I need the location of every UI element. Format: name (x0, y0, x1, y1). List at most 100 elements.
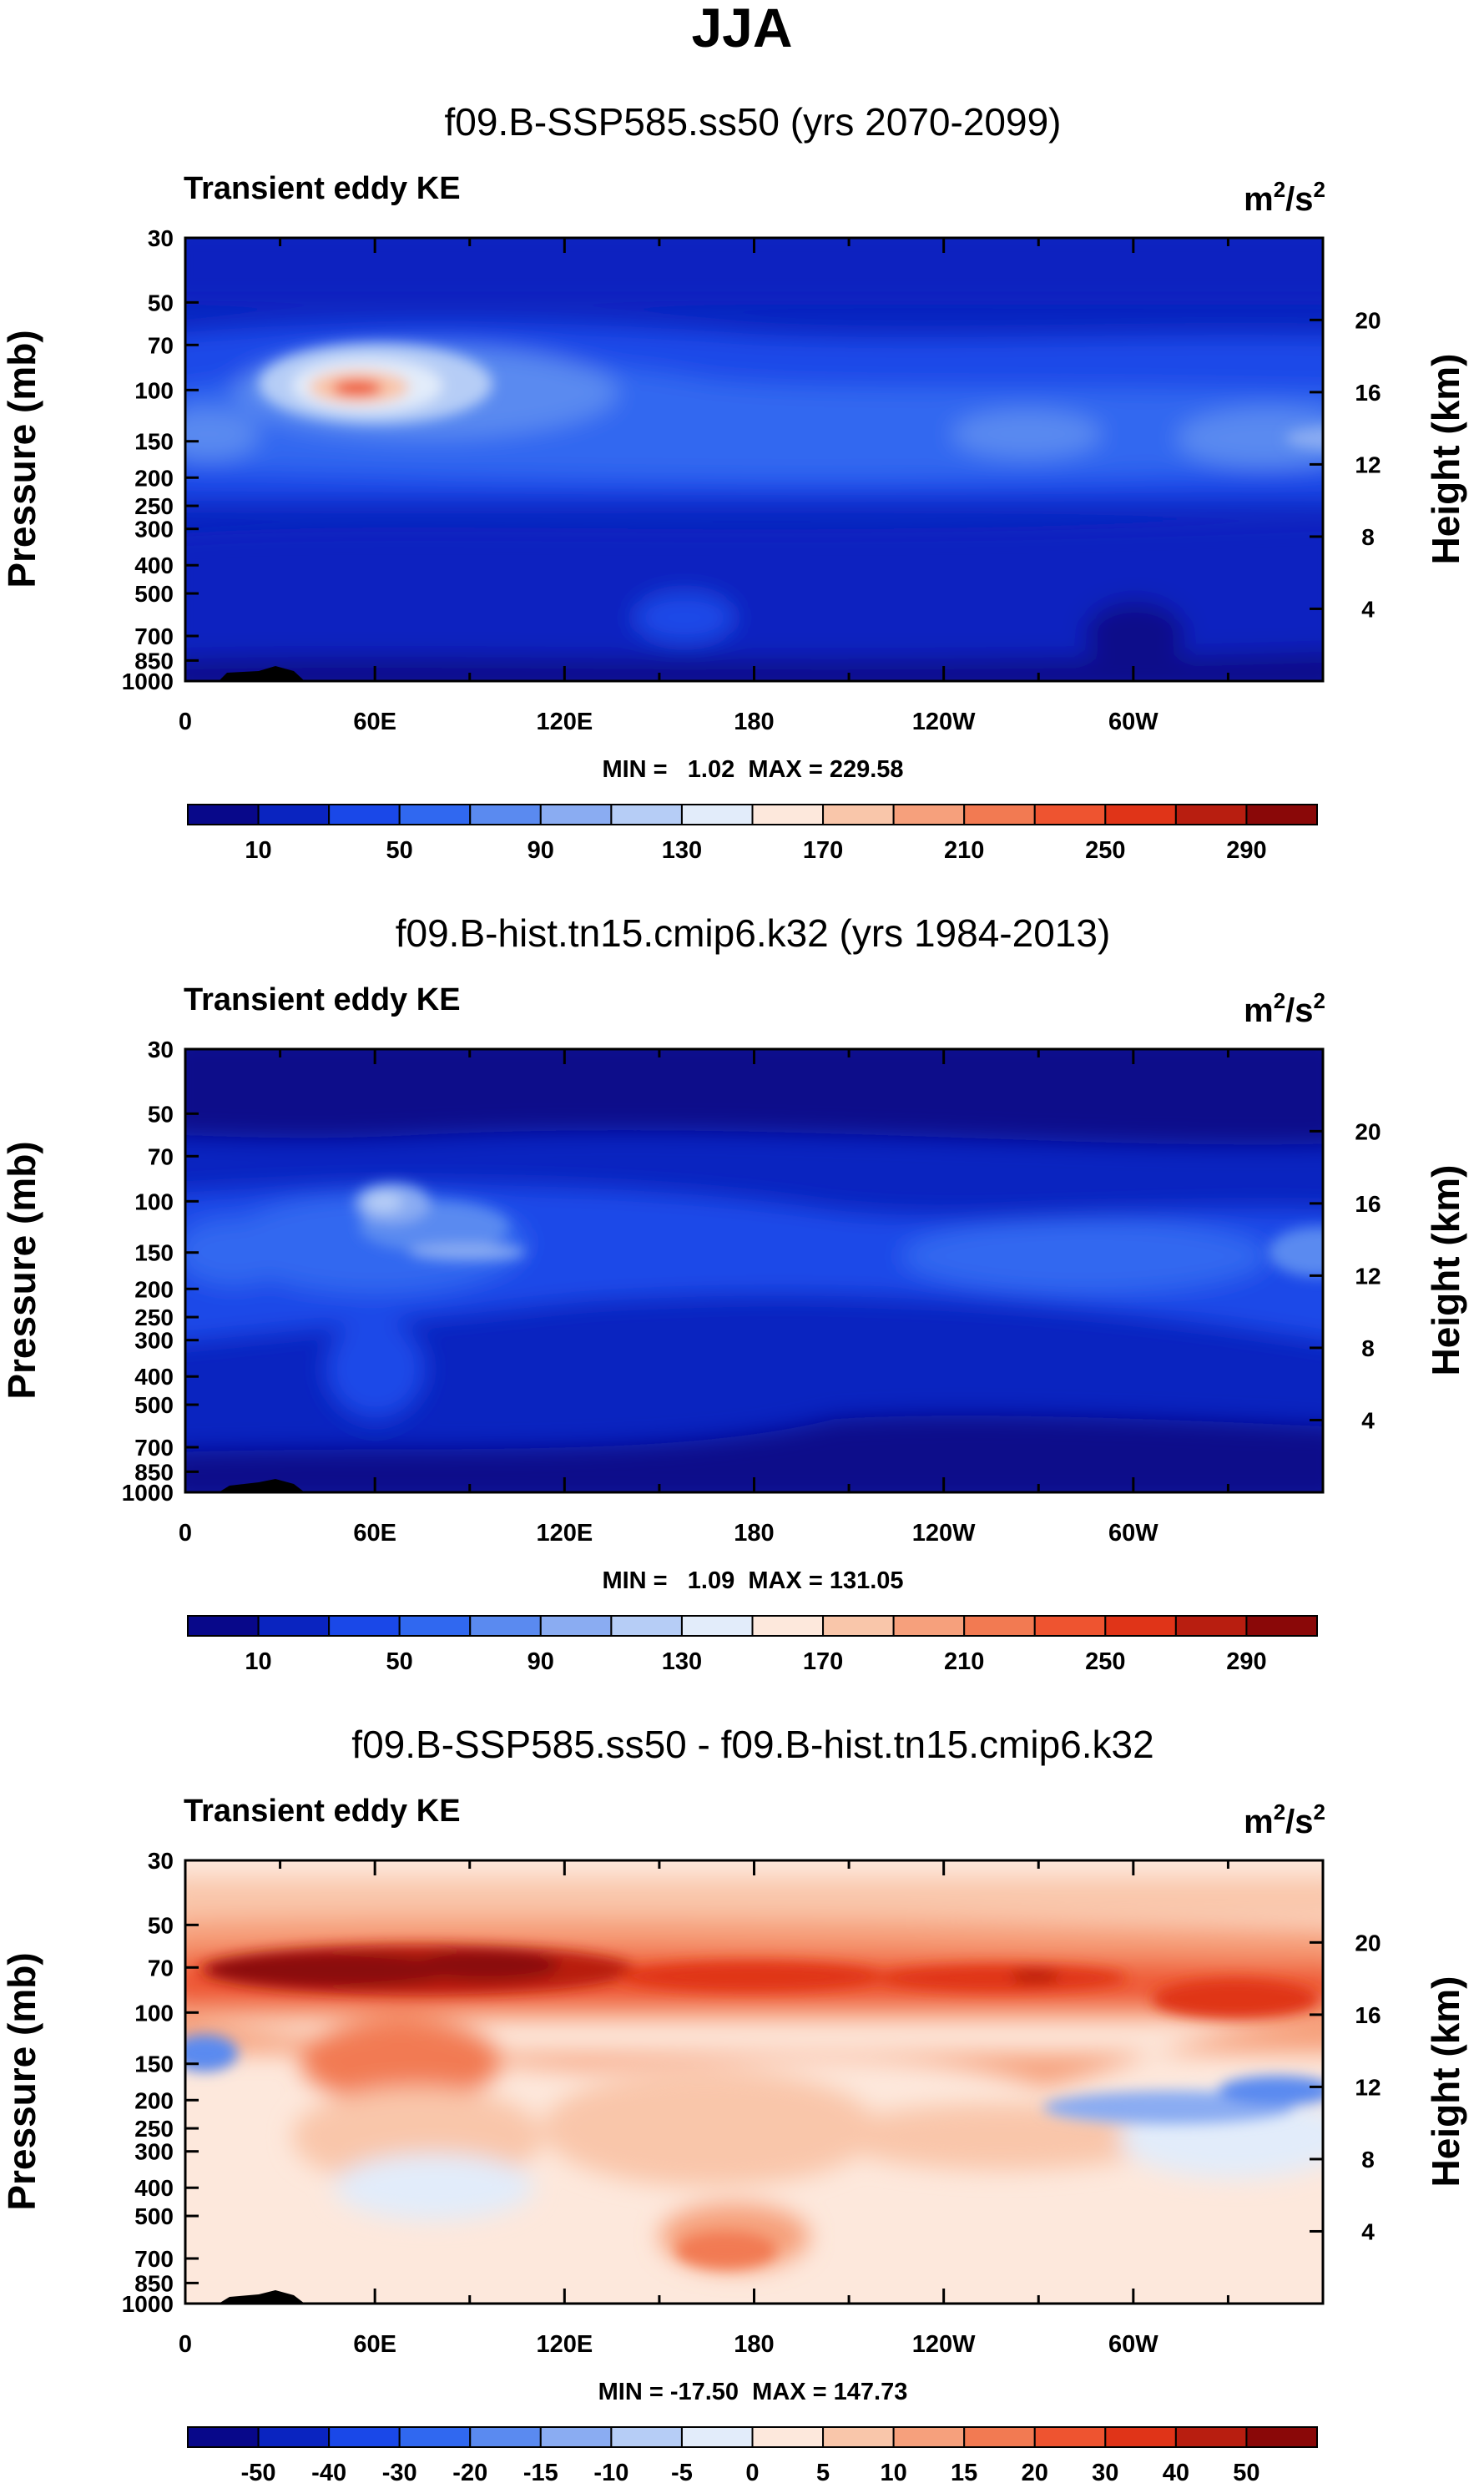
colorbar-label: 50 (1233, 2460, 1259, 2483)
ytick-right-label: 8 (1361, 1335, 1375, 1361)
colorbar-segment (822, 804, 895, 825)
ytick-label: 150 (134, 1240, 174, 1266)
colorbar-segment (680, 2426, 754, 2448)
colorbar-segment (1104, 1615, 1177, 1637)
panel-2-colorbar: 10 50 90 130 170 210 250 290 (187, 1615, 1318, 1675)
ytick-right-label: 8 (1361, 2147, 1375, 2173)
ytick-right-label: 4 (1361, 1407, 1375, 1433)
panel-3-field (185, 1860, 1323, 2304)
colorbar-segment (257, 2426, 331, 2448)
ytick-label: 200 (134, 2087, 174, 2113)
colorbar-label: 130 (662, 1648, 702, 1675)
colorbar-segment (328, 1615, 401, 1637)
xtick-label: 120W (912, 709, 976, 735)
xtick-label: 180 (734, 709, 774, 735)
ytick-label: 400 (134, 1364, 174, 1390)
panel-1-xaxis: 0 60E 120E 180 120W 60W (179, 238, 1325, 735)
colorbar-segment (680, 1615, 754, 1637)
ytick-label: 400 (134, 2175, 174, 2201)
ytick-label: 200 (134, 1276, 174, 1302)
colorbar-label: -20 (452, 2460, 487, 2483)
colorbar-segment (398, 1615, 472, 1637)
panel-2: f09.B-hist.tn15.cmip6.k32 (yrs 1984-2013… (0, 911, 1467, 1675)
colorbar-segment (610, 804, 683, 825)
colorbar-segment (187, 2426, 260, 2448)
panel-2-units: m2/s2 (1244, 988, 1325, 1029)
colorbar-segment (1033, 2426, 1107, 2448)
ytick-label: 50 (148, 1912, 174, 1938)
ytick-right-label: 16 (1355, 2002, 1381, 2028)
colorbar-segment (1174, 2426, 1248, 2448)
xtick-label: 60W (1108, 2331, 1158, 2358)
panel-2-xaxis: 0 60E 120E 180 120W 60W (179, 1049, 1325, 1547)
colorbar-segment (963, 2426, 1036, 2448)
ytick-right-label: 4 (1361, 2218, 1375, 2244)
colorbar-segment (187, 804, 260, 825)
ytick-label: 300 (134, 517, 174, 543)
colorbar-label: 30 (1092, 2460, 1118, 2483)
xtick-label: 0 (179, 2331, 192, 2358)
colorbar-label: 50 (386, 1648, 413, 1675)
panel-3-label-left: Transient eddy KE (184, 1794, 461, 1829)
colorbar-label: 170 (803, 1648, 843, 1675)
ytick-label: 500 (134, 1392, 174, 1418)
colorbar-label: 20 (1022, 2460, 1048, 2483)
colorbar-segment (1174, 804, 1248, 825)
colorbar-segment (398, 2426, 472, 2448)
colorbar-label: -10 (593, 2460, 628, 2483)
colorbar-label: 290 (1226, 837, 1266, 864)
colorbar-label: 10 (245, 837, 271, 864)
panel-1-title: f09.B-SSP585.ss50 (yrs 2070-2099) (445, 100, 1062, 144)
colorbar-segment (1245, 1615, 1318, 1637)
ytick-label: 700 (134, 1435, 174, 1461)
colorbar-segment (539, 804, 613, 825)
ytick-right-label: 4 (1361, 596, 1375, 622)
ytick-label: 1000 (122, 1480, 174, 1506)
colorbar-segment (257, 1615, 331, 1637)
colorbar-segment (822, 2426, 895, 2448)
colorbar-segment (1174, 1615, 1248, 1637)
colorbar-segment (892, 1615, 966, 1637)
ytick-right-label: 12 (1355, 1263, 1381, 1289)
colorbar-segment (680, 804, 754, 825)
xtick-label: 180 (734, 2331, 774, 2358)
colorbar-label: 50 (386, 837, 413, 864)
xtick-label: 0 (179, 1520, 192, 1547)
ytick-right-label: 12 (1355, 452, 1381, 477)
panel-3-ylabel-right: Height (km) (1424, 1976, 1467, 2188)
ytick-label: 1000 (122, 669, 174, 694)
ytick-label: 100 (134, 2000, 174, 2026)
colorbar-segment (469, 2426, 542, 2448)
panel-1: f09.B-SSP585.ss50 (yrs 2070-2099) Transi… (0, 100, 1467, 864)
colorbar-segment (963, 804, 1036, 825)
colorbar-segment (963, 1615, 1036, 1637)
ytick-label: 850 (134, 2270, 174, 2296)
colorbar-segment (1033, 1615, 1107, 1637)
colorbar-segment (328, 804, 401, 825)
ytick-label: 1000 (122, 2291, 174, 2317)
panel-1-units: m2/s2 (1244, 177, 1325, 218)
colorbar-label: 5 (816, 2460, 830, 2483)
ytick-label: 700 (134, 2246, 174, 2272)
xtick-label: 60E (353, 1520, 396, 1547)
colorbar-label: -30 (382, 2460, 417, 2483)
colorbar-segment (1104, 2426, 1177, 2448)
panel-1-colorbar: 10 50 90 130 170 210 250 290 (187, 804, 1318, 864)
ytick-label: 200 (134, 465, 174, 491)
colorbar-label: 250 (1085, 837, 1125, 864)
colorbar-segment (892, 2426, 966, 2448)
colorbar-label: -50 (241, 2460, 276, 2483)
ytick-right-label: 20 (1355, 307, 1381, 333)
colorbar-segment (1245, 804, 1318, 825)
ytick-label: 850 (134, 1459, 174, 1485)
colorbar-segment (1104, 804, 1177, 825)
ytick-label: 300 (134, 2139, 174, 2165)
colorbar-segment (822, 1615, 895, 1637)
panel-3-title: f09.B-SSP585.ss50 - f09.B-hist.tn15.cmip… (351, 1723, 1153, 1766)
colorbar-segment (892, 804, 966, 825)
colorbar-label: 10 (880, 2460, 906, 2483)
colorbar-segment (1033, 804, 1107, 825)
panel-1-label-left: Transient eddy KE (184, 171, 461, 206)
xtick-label: 120W (912, 2331, 976, 2358)
